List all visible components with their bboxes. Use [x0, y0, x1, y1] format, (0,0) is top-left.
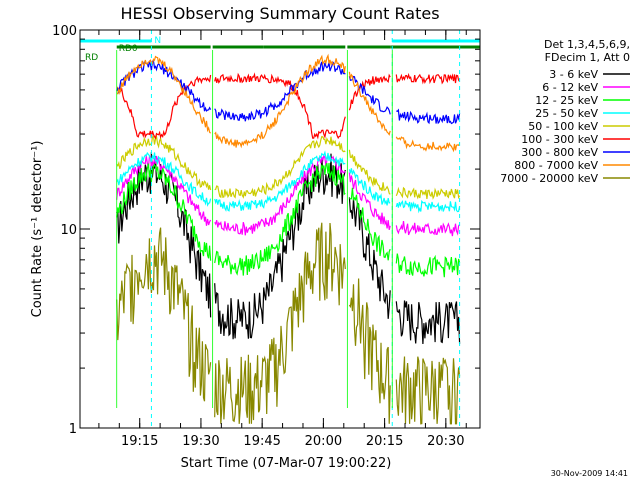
series-line-12-25-kev	[116, 162, 461, 278]
flag-label-rd0: RD0	[119, 44, 138, 54]
y-tick-label: 10	[60, 223, 77, 238]
legend-entry-label: 800 - 7000 keV	[514, 159, 598, 172]
x-tick-label: 20:15	[366, 434, 403, 449]
legend-entry-label: 6 - 12 keV	[542, 81, 598, 94]
data-layer	[116, 53, 461, 425]
legend-entry-label: 300 - 800 keV	[521, 146, 598, 159]
series-line-800-7000-kev	[116, 53, 461, 153]
legend-header-line-1: Det 1,3,4,5,6,9,	[544, 38, 630, 51]
x-tick-label: 19:45	[243, 434, 280, 449]
series-line-300-800-kev	[116, 60, 461, 125]
legend-header-line-2: FDecim 1, Att 0	[545, 51, 630, 64]
legend: Det 1,3,4,5,6,9, FDecim 1, Att 0 3 - 6 k…	[500, 38, 630, 185]
legend-entry-label: 3 - 6 keV	[549, 68, 598, 81]
x-tick-label: 19:15	[121, 434, 158, 449]
series-line-100-300-kev	[116, 72, 461, 140]
legend-entry-label: 100 - 300 keV	[521, 133, 598, 146]
series-line-50-100-kev	[116, 134, 461, 200]
flag-label-n: N	[154, 36, 161, 46]
legend-entry-label: 50 - 100 keV	[528, 120, 598, 133]
x-tick-label: 20:30	[427, 434, 464, 449]
chart-title: HESSI Observing Summary Count Rates	[120, 4, 439, 23]
series-line-7000-20000-kev	[116, 222, 461, 425]
legend-entry-label: 7000 - 20000 keV	[500, 172, 598, 185]
series-line-3-6-kev	[116, 152, 461, 345]
x-tick-label: 19:30	[182, 434, 219, 449]
flag-label-rd: RD	[85, 53, 98, 63]
legend-entry-label: 12 - 25 keV	[535, 94, 598, 107]
series-line-6-12-kev	[116, 153, 461, 237]
legend-entry-label: 25 - 50 keV	[535, 107, 598, 120]
y-axis-label: Count Rate (s⁻¹ detector⁻¹)	[30, 141, 45, 318]
footer-timestamp: 30-Nov-2009 14:41	[551, 469, 628, 478]
y-tick-label: 100	[52, 24, 77, 39]
x-axis-label: Start Time (07-Mar-07 19:00:22)	[181, 456, 392, 471]
axes-layer: 19:15 19:30 19:45 20:00 20:15 20:30 1 10 100	[52, 24, 480, 449]
series-line-25-50-kev	[116, 150, 461, 214]
x-tick-label: 20:00	[305, 434, 342, 449]
y-tick-label: 1	[69, 422, 77, 437]
